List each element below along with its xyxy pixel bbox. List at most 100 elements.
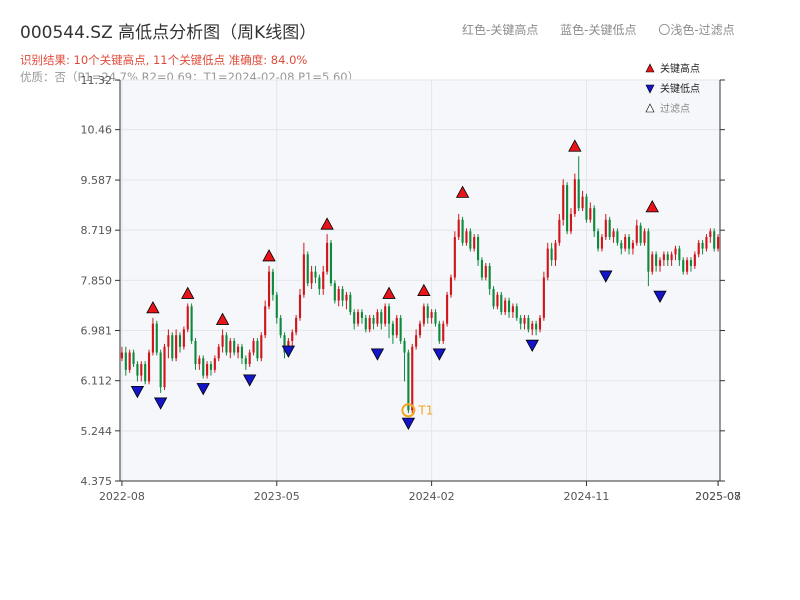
x-tick-label: 2023-05: [254, 490, 300, 503]
key-high-marker: [382, 286, 396, 299]
candle-body: [573, 179, 576, 214]
candle-body: [225, 335, 228, 353]
candle-body: [705, 237, 708, 249]
candle-body: [689, 260, 693, 266]
candle-body: [275, 294, 278, 318]
candle-body: [662, 254, 665, 261]
candle-body: [655, 254, 658, 266]
candle-body: [608, 219, 611, 238]
candle-body: [500, 294, 503, 313]
candle-body: [504, 300, 507, 313]
t1-label: T1: [417, 403, 433, 417]
candle-body: [511, 306, 514, 313]
candle-body: [171, 335, 174, 359]
candle-body: [209, 364, 213, 370]
candle-body: [167, 335, 170, 347]
candle-body: [604, 219, 607, 238]
candle-body: [198, 358, 201, 365]
result-summary: 识别结果: 10个关键高点, 11个关键低点 准确度: 84.0%: [20, 53, 308, 67]
key-high-marker: [645, 200, 659, 213]
key-low-marker: [281, 345, 296, 358]
candle-body: [581, 196, 584, 209]
candle-body: [267, 271, 271, 307]
candle-body: [519, 317, 522, 324]
candle-body: [387, 306, 391, 324]
candle-body: [612, 231, 615, 238]
candle-body: [693, 254, 696, 266]
candle-body: [314, 271, 317, 278]
x-tick-label: 2025-07: [695, 490, 741, 503]
candle-body: [190, 306, 193, 341]
candle-body: [558, 219, 561, 243]
candle-body: [213, 358, 216, 370]
candle-body: [349, 294, 352, 313]
key-low-marker: [243, 374, 257, 387]
key-high-marker: [262, 249, 276, 262]
candle-body: [140, 364, 143, 376]
key-high-marker: [146, 301, 160, 314]
y-tick-label: 9.587: [81, 174, 113, 187]
chart-title: 000544.SZ 高低点分析图（周K线图）: [20, 23, 317, 43]
candle-body: [713, 231, 716, 249]
key-low-marker: [432, 348, 447, 361]
candle-body: [620, 242, 623, 249]
candle-body: [120, 352, 123, 359]
candle-body: [384, 306, 387, 324]
candle-body: [593, 208, 596, 232]
key-low-marker: [525, 339, 539, 353]
candle-body: [233, 340, 236, 353]
candle-body: [639, 225, 642, 243]
candle-body: [434, 312, 437, 324]
y-tick-label: 5.244: [81, 425, 113, 438]
candle-body: [488, 265, 491, 290]
candle-body: [411, 346, 414, 411]
key-low-marker: [130, 385, 145, 399]
candle-body: [562, 185, 565, 220]
candle-body: [364, 317, 367, 330]
candle-body: [178, 335, 182, 347]
key-low-marker: [153, 397, 168, 410]
candle-body: [159, 352, 162, 388]
candle-body: [341, 289, 344, 301]
candle-body: [264, 306, 267, 336]
candle-body: [523, 317, 526, 324]
candle-body: [295, 317, 298, 333]
candle-body: [507, 300, 511, 313]
candle-body: [136, 364, 139, 376]
candle-body: [132, 352, 135, 365]
candle-body: [415, 335, 418, 347]
color-legend: 红色-关键高点 蓝色-关键低点 〇浅色-过滤点: [462, 21, 753, 38]
candle-body: [256, 340, 259, 359]
candle-body: [403, 340, 406, 353]
candle-body: [163, 346, 166, 388]
candle-body: [306, 254, 309, 284]
y-tick-label: 7.850: [81, 274, 113, 287]
candle-body: [372, 317, 375, 324]
candle-body: [438, 323, 441, 341]
candle-body: [244, 358, 247, 365]
candle-body: [399, 317, 402, 341]
candle-body: [682, 260, 685, 272]
key-low-marker: [653, 290, 667, 303]
candle-body: [426, 306, 429, 318]
candle-body: [345, 294, 348, 301]
candle-body: [566, 185, 569, 232]
candle-body: [376, 312, 379, 324]
candle-body: [310, 271, 313, 284]
candle-body: [480, 260, 483, 278]
candle-body: [496, 294, 499, 307]
x-tick-label: 2025-08: [695, 490, 741, 503]
candle-body: [186, 306, 189, 330]
candle-body: [527, 317, 530, 330]
candle-body: [357, 312, 360, 324]
candle-body: [237, 346, 240, 353]
legend-label: 关键高点: [660, 62, 700, 75]
y-tick-label: 10.46: [81, 124, 113, 137]
candle-body: [124, 352, 127, 370]
candle-body: [144, 364, 147, 382]
candle-body: [627, 237, 631, 249]
y-tick-label: 4.375: [81, 475, 113, 488]
key-high-marker: [181, 286, 195, 299]
key-low-marker: [196, 383, 210, 396]
candle-body: [709, 231, 712, 238]
